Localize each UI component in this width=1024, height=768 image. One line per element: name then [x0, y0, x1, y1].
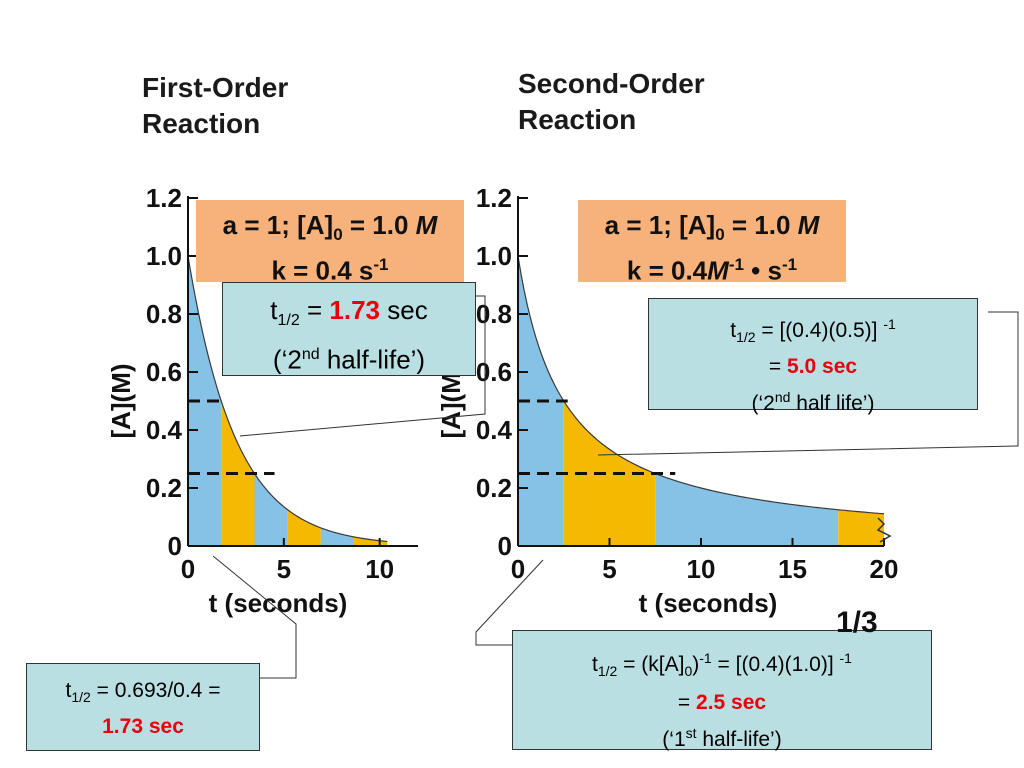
first-order-chart: 0 0.2 0.4 0.6 0.8 1.0 1.2 0 5 10 t (seconds) [A](M): [106, 183, 418, 618]
half-life-band-3: [254, 473, 288, 546]
half-life-band-5: [320, 527, 354, 546]
second-order-chart: 00.20.40.60.81.01.20 5 10 15 20t (seconds)[A…: [436, 183, 898, 618]
second-order-conditions: a = 1; [A]0 = 1.0 M k = 0.4M-1 • s-1: [578, 200, 846, 286]
concentration-curve: [187, 255, 388, 543]
y-tick-label: 1.2: [476, 183, 512, 213]
callout-second-1st-line3: (‘1st half-life’): [662, 725, 782, 752]
x-tick-label: 5: [277, 554, 291, 584]
callout-first-2nd-line2: (‘2nd half-life’): [272, 344, 426, 375]
half-life-band-2: [563, 401, 656, 546]
y-tick-label: 0.6: [146, 357, 182, 387]
leader-first-1st: [212, 555, 297, 679]
callout-second-2nd-line2: = 5.0 sec: [768, 355, 858, 379]
first-order-title-line2: Reaction: [142, 108, 261, 139]
callout-second-1st-line1: t1/2 = (k[A]0)-1 = [(0.4)(1.0)] -1: [592, 650, 852, 680]
leader-second-1st: [475, 559, 544, 646]
first-order-conditions-line2: k = 0.4 s-1: [271, 255, 389, 286]
x-tick-label: 15: [778, 554, 807, 584]
x-tick-label: 20: [870, 554, 899, 584]
half-life-band-3: [655, 473, 839, 546]
y-tick-label: 0.4: [476, 415, 513, 445]
y-tick-label: 0: [498, 531, 512, 561]
callout-second-2nd-line3: (‘2nd half life’): [751, 389, 875, 416]
y-tick-label: 0.8: [476, 299, 512, 329]
y-axis-label: [A](M): [106, 363, 136, 438]
first-order-title-line1: First-Order: [142, 72, 289, 103]
callout-second-2nd-line1: t1/2 = [(0.4)(0.5)] -1: [730, 316, 896, 346]
first-order-title: First-Order Reaction: [142, 70, 288, 142]
x-axis-label: t (seconds): [209, 588, 348, 618]
half-life-band-4: [287, 509, 321, 546]
callout-first-2nd-line1: t1/2 = 1.73 sec: [270, 295, 428, 330]
x-tick-label: 5: [602, 554, 616, 584]
y-tick-label: 0.4: [146, 415, 183, 445]
second-order-title-line1: Second-Order: [518, 68, 705, 99]
y-tick-label: 1.2: [146, 183, 182, 213]
axis-break-mark: [876, 517, 892, 543]
y-tick-label: 0: [168, 531, 182, 561]
callout-leader-lines: [212, 295, 1019, 679]
y-tick-label: 0.6: [476, 357, 512, 387]
y-tick-label: 0.2: [146, 473, 182, 503]
callout-second-order-1st-half-life: t1/2 = (k[A]0)-1 = [(0.4)(1.0)] -1 = 2.5…: [512, 630, 932, 751]
x-tick-label: 0: [511, 554, 525, 584]
x-tick-label: 10: [687, 554, 716, 584]
callout-second-1st-line2: = 2.5 sec: [677, 691, 767, 715]
y-tick-label: 0.8: [146, 299, 182, 329]
callout-first-1st-line1: t1/2 = 0.693/0.4 =: [65, 679, 221, 706]
first-order-conditions: a = 1; [A]0 = 1.0 M k = 0.4 s-1: [196, 200, 464, 286]
y-tick-label: 1.0: [146, 241, 182, 271]
leader-second-2nd: [597, 311, 1019, 456]
x-tick-label: 0: [181, 554, 195, 584]
leader-first-2nd: [239, 295, 486, 437]
x-tick-label: 10: [365, 554, 394, 584]
callout-first-order-2nd-half-life: t1/2 = 1.73 sec (‘2nd half-life’): [222, 282, 476, 376]
second-order-conditions-line2: k = 0.4M-1 • s-1: [626, 255, 798, 286]
callout-second-order-2nd-half-life: t1/2 = [(0.4)(0.5)] -1 = 5.0 sec (‘2nd h…: [648, 298, 978, 415]
callout-first-order-1st-half-life: t1/2 = 0.693/0.4 = 1.73 sec: [26, 663, 260, 751]
half-life-band-4: [838, 509, 884, 546]
x-axis-label: t (seconds): [639, 588, 778, 618]
page-number: 1/3: [836, 606, 878, 639]
second-order-title: Second-Order Reaction: [518, 66, 705, 138]
second-order-conditions-line1: a = 1; [A]0 = 1.0 M: [604, 210, 820, 245]
first-order-conditions-line1: a = 1; [A]0 = 1.0 M: [222, 210, 438, 245]
second-order-title-line2: Reaction: [518, 104, 637, 135]
callout-first-1st-line2: 1.73 sec: [102, 715, 184, 739]
y-tick-label: 0.2: [476, 473, 512, 503]
y-tick-label: 1.0: [476, 241, 512, 271]
concentration-curve: [517, 255, 885, 515]
